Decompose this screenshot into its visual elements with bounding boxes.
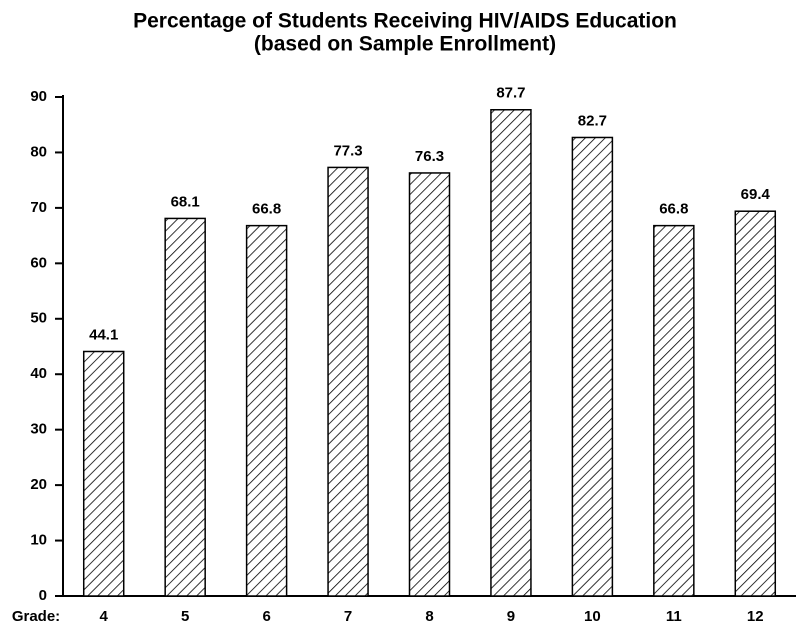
bar [571,136,614,597]
value-label: 44.1 [89,326,118,343]
x-axis-label: Grade: [12,608,60,625]
bar [490,109,532,597]
y-tick-label: 20 [30,476,47,493]
y-tick-label: 70 [30,199,47,216]
y-tick-label: 60 [30,254,47,271]
chart-subtitle: (based on Sample Enrollment) [254,33,556,56]
x-tick-label: 8 [425,608,433,625]
y-tick-label: 0 [39,587,47,604]
value-label: 87.7 [496,85,525,102]
x-tick-label: 7 [344,608,352,625]
bar [245,224,288,597]
chart-title: Percentage of Students Receiving HIV/AID… [133,10,677,33]
value-label: 82.7 [578,112,607,129]
x-tick-label: 4 [100,608,109,625]
y-tick-label: 30 [30,421,47,438]
bar [327,166,369,597]
y-tick-label: 40 [30,365,47,382]
y-tick-label: 80 [30,143,47,160]
value-label: 69.4 [741,186,771,203]
x-tick-label: 5 [181,608,189,625]
bar [164,217,206,597]
bar [408,172,451,597]
x-tick-label: 12 [747,608,764,625]
x-tick-label: 10 [584,608,601,625]
x-tick-label: 6 [262,608,270,625]
bar [734,210,777,597]
y-tick-label: 50 [30,310,47,327]
x-tick-label: 9 [507,608,515,625]
bar [82,350,125,597]
y-tick-label: 90 [30,88,47,105]
value-label: 68.1 [171,193,200,210]
value-label: 76.3 [415,148,444,165]
value-label: 66.8 [659,201,688,218]
value-label: 66.8 [252,201,281,218]
bar [653,224,695,597]
x-tick-label: 11 [666,608,682,625]
y-tick-label: 10 [30,532,47,549]
value-label: 77.3 [333,142,362,159]
